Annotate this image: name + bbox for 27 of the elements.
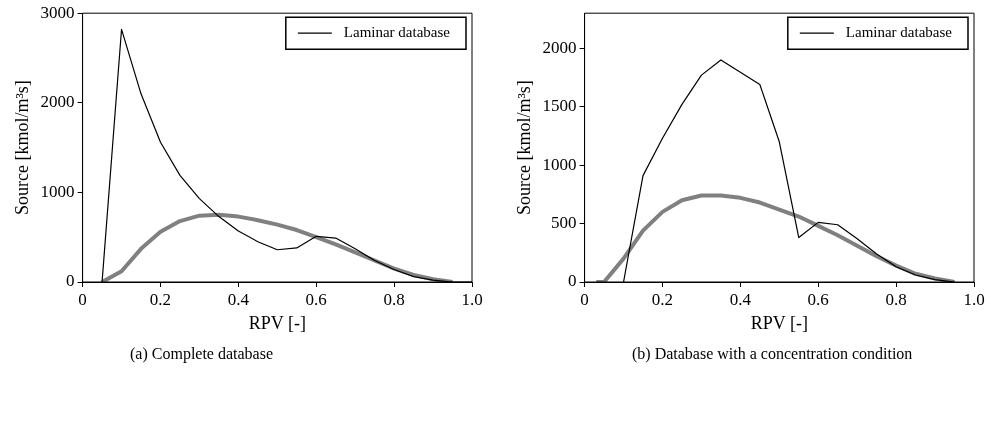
x-tick-label: 1.0 (963, 289, 985, 309)
x-tick-label: 0.2 (651, 289, 674, 309)
legend-label: Laminar database (343, 24, 451, 41)
y-tick-label: 3000 (40, 2, 75, 22)
y-tick-label: 0 (568, 271, 577, 291)
x-tick-label: 0.6 (807, 289, 829, 309)
x-tick-label: 0.2 (149, 289, 172, 309)
x-tick-label: 0.8 (885, 289, 907, 309)
y-tick-label: 1000 (542, 154, 577, 174)
x-tick-label: 0.8 (383, 289, 405, 309)
y-axis-title: Source [kmol/m³s] (513, 80, 534, 216)
text: (a) Complete database (130, 344, 275, 365)
x-tick-label: 1.0 (461, 289, 483, 309)
x-tick-label: 0.6 (305, 289, 327, 309)
y-tick-label: 500 (551, 213, 577, 233)
x-axis-title: RPV [-] (248, 312, 306, 333)
y-tick-label: 0 (66, 271, 75, 291)
legend-label: Laminar database (845, 24, 953, 41)
y-tick-label: 1000 (40, 181, 75, 201)
x-tick-label: 0.4 (227, 289, 250, 309)
x-axis-title: RPV [-] (750, 312, 808, 333)
y-tick-label: 2000 (40, 92, 75, 112)
x-tick-label: 0.4 (729, 289, 752, 309)
text: (b) Database with a concentration condition (632, 344, 914, 365)
y-tick-label: 1500 (542, 96, 577, 116)
y-tick-label: 2000 (542, 37, 577, 57)
y-axis-title: Source [kmol/m³s] (11, 80, 32, 216)
